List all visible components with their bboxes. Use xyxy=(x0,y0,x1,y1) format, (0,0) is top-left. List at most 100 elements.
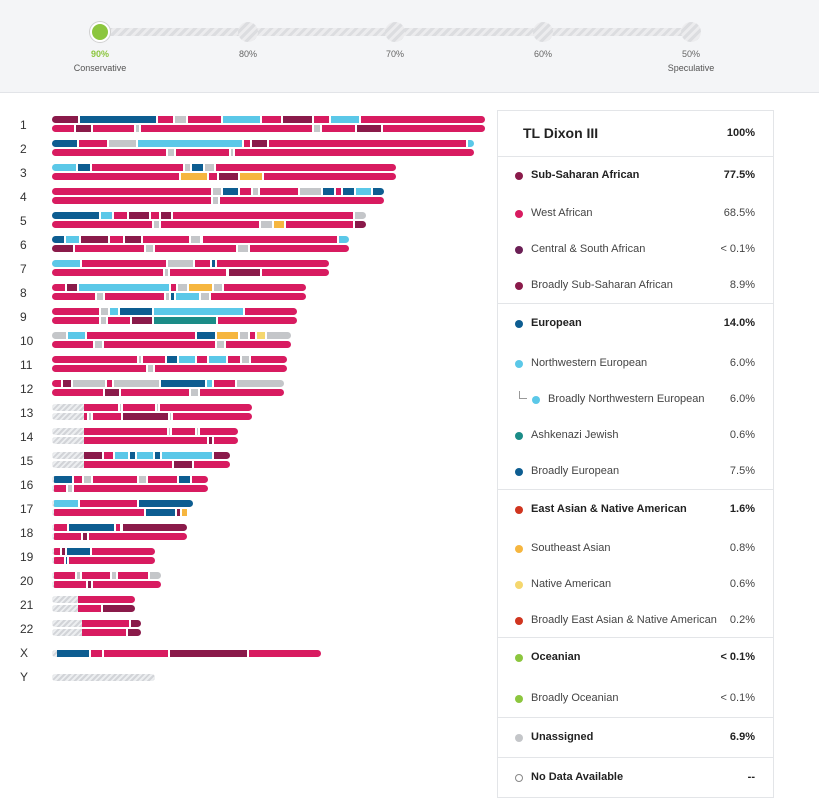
ancestry-segment[interactable] xyxy=(120,404,155,411)
ancestry-segment[interactable] xyxy=(112,380,159,387)
chromosome-strand[interactable] xyxy=(52,476,208,483)
ancestry-segment[interactable] xyxy=(57,650,89,657)
ancestry-segment[interactable] xyxy=(79,260,166,267)
ancestry-segment[interactable] xyxy=(353,212,366,219)
ancestry-segment[interactable] xyxy=(106,140,137,147)
ancestry-segment[interactable] xyxy=(144,245,153,252)
ancestry-segment[interactable] xyxy=(66,332,86,339)
ancestry-segment[interactable] xyxy=(248,245,349,252)
ancestry-segment[interactable] xyxy=(261,173,396,180)
ancestry-segment[interactable] xyxy=(195,356,208,363)
ancestry-segment[interactable] xyxy=(235,380,284,387)
ancestry-segment[interactable] xyxy=(152,452,160,459)
ancestry-segment[interactable] xyxy=(70,380,106,387)
ancestry-segment[interactable] xyxy=(284,221,354,228)
ancestry-segment[interactable] xyxy=(82,629,127,636)
ancestry-segment[interactable] xyxy=(111,212,128,219)
ancestry-segment[interactable] xyxy=(334,188,341,195)
ancestry-segment[interactable] xyxy=(98,317,106,324)
ancestry-segment[interactable] xyxy=(52,260,80,267)
ancestry-segment[interactable] xyxy=(52,212,100,219)
ancestry-segment[interactable] xyxy=(320,188,335,195)
chromosome-strand[interactable] xyxy=(52,317,297,324)
legend-row[interactable]: Unassigned 6.9% xyxy=(498,719,773,755)
ancestry-segment[interactable] xyxy=(164,356,177,363)
ancestry-segment[interactable] xyxy=(90,476,138,483)
ancestry-segment[interactable] xyxy=(84,404,118,411)
chromosome-strand[interactable] xyxy=(52,404,252,411)
ancestry-segment[interactable] xyxy=(174,149,230,156)
chromosome-strand[interactable] xyxy=(52,629,141,636)
ancestry-segment[interactable] xyxy=(84,437,208,444)
ancestry-segment[interactable] xyxy=(229,149,234,156)
ancestry-segment[interactable] xyxy=(212,452,230,459)
ancestry-segment[interactable] xyxy=(54,533,81,540)
ancestry-segment[interactable] xyxy=(88,650,102,657)
ancestry-segment[interactable] xyxy=(77,116,156,123)
ancestry-segment[interactable] xyxy=(90,548,155,555)
ancestry-segment[interactable] xyxy=(165,149,175,156)
ancestry-segment[interactable] xyxy=(52,197,212,204)
legend-row[interactable]: West African 68.5% xyxy=(498,195,773,231)
chromosome-strand[interactable] xyxy=(52,140,474,147)
ancestry-segment[interactable] xyxy=(52,173,180,180)
ancestry-segment[interactable] xyxy=(52,284,65,291)
ancestry-segment[interactable] xyxy=(271,221,285,228)
ancestry-segment[interactable] xyxy=(149,212,159,219)
chromosome-strand[interactable] xyxy=(52,245,349,252)
ancestry-segment[interactable] xyxy=(207,437,212,444)
ancestry-segment[interactable] xyxy=(75,572,80,579)
ancestry-segment[interactable] xyxy=(226,269,260,276)
ancestry-segment[interactable] xyxy=(77,140,107,147)
ancestry-segment[interactable] xyxy=(465,140,474,147)
ancestry-segment[interactable] xyxy=(54,485,67,492)
ancestry-segment[interactable] xyxy=(200,236,338,243)
ancestry-segment[interactable] xyxy=(67,524,114,531)
ancestry-segment[interactable] xyxy=(61,380,71,387)
ancestry-segment[interactable] xyxy=(311,125,321,132)
legend-row[interactable]: No Data Available -- xyxy=(498,759,773,795)
ancestry-segment[interactable] xyxy=(207,356,226,363)
ancestry-segment[interactable] xyxy=(340,188,355,195)
ancestry-segment[interactable] xyxy=(52,140,78,147)
ancestry-segment[interactable] xyxy=(162,269,169,276)
ancestry-segment[interactable] xyxy=(354,188,371,195)
ancestry-segment[interactable] xyxy=(52,317,99,324)
ancestry-segment[interactable] xyxy=(80,533,88,540)
ancestry-segment[interactable] xyxy=(220,116,260,123)
ancestry-segment[interactable] xyxy=(86,581,92,588)
ancestry-segment[interactable] xyxy=(52,389,104,396)
ancestry-segment[interactable] xyxy=(236,245,248,252)
ancestry-segment[interactable] xyxy=(65,548,91,555)
ancestry-segment[interactable] xyxy=(54,557,65,564)
ancestry-segment[interactable] xyxy=(77,500,138,507)
ancestry-segment[interactable] xyxy=(116,572,149,579)
ancestry-segment[interactable] xyxy=(52,332,67,339)
legend-row[interactable]: Sub-Saharan African 77.5% xyxy=(498,157,773,193)
ancestry-segment[interactable] xyxy=(211,437,238,444)
ancestry-segment[interactable] xyxy=(79,572,110,579)
ancestry-segment[interactable] xyxy=(127,212,150,219)
ancestry-segment[interactable] xyxy=(173,293,200,300)
ancestry-segment[interactable] xyxy=(250,140,268,147)
ancestry-segment[interactable] xyxy=(137,500,193,507)
ancestry-segment[interactable] xyxy=(52,116,78,123)
ancestry-segment[interactable] xyxy=(257,188,298,195)
chromosome-strand[interactable] xyxy=(52,533,187,540)
legend-row[interactable]: Central & South African < 0.1% xyxy=(498,231,773,267)
ancestry-segment[interactable] xyxy=(337,236,349,243)
ancestry-segment[interactable] xyxy=(168,284,177,291)
chromosome-strand[interactable] xyxy=(52,548,155,555)
ancestry-segment[interactable] xyxy=(241,140,251,147)
ancestry-segment[interactable] xyxy=(52,365,146,372)
ancestry-segment[interactable] xyxy=(255,332,265,339)
ancestry-segment[interactable] xyxy=(99,212,112,219)
ancestry-segment[interactable] xyxy=(72,485,208,492)
ancestry-segment[interactable] xyxy=(130,317,153,324)
ancestry-segment[interactable] xyxy=(259,116,282,123)
ancestry-segment[interactable] xyxy=(141,356,165,363)
ancestry-segment[interactable] xyxy=(188,389,199,396)
chromosome-strand[interactable] xyxy=(52,269,329,276)
ancestry-segment[interactable] xyxy=(171,212,354,219)
chromosome-strand[interactable] xyxy=(52,413,252,420)
